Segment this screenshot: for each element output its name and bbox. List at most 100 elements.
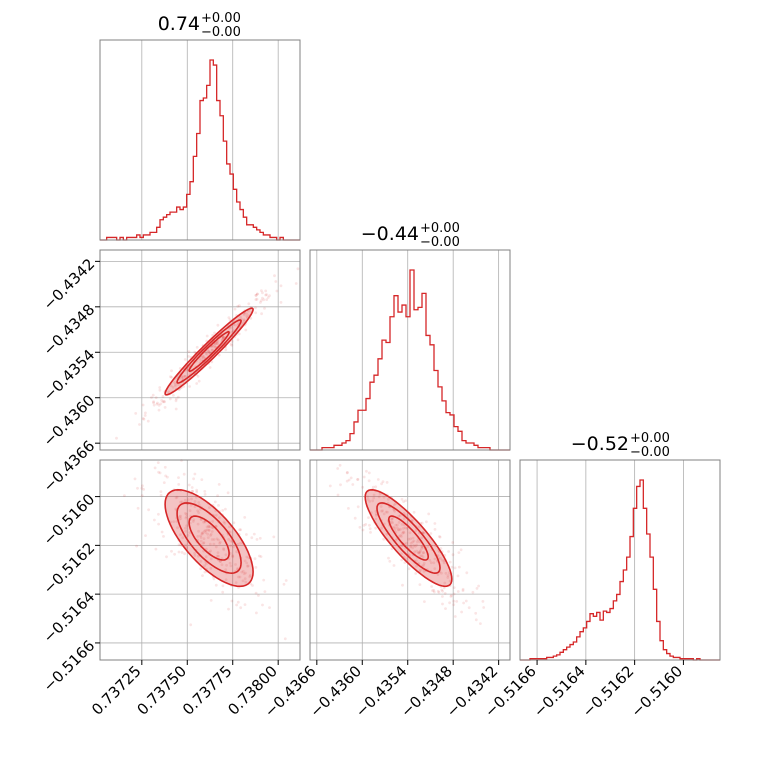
contour-line [188, 330, 230, 373]
sample-point [429, 532, 433, 535]
sample-point [248, 575, 252, 579]
sample-point [245, 314, 249, 318]
sample-point [238, 304, 241, 308]
sample-point [444, 607, 447, 610]
x-axis-param-3: −0.5166−0.5164−0.5162−0.5160 [481, 660, 686, 721]
sample-point [217, 554, 220, 558]
sample-point [174, 397, 178, 401]
sample-point [174, 507, 178, 511]
sample-point [441, 558, 444, 562]
sample-point [182, 375, 185, 378]
sample-point [378, 492, 382, 496]
sample-point [224, 507, 227, 511]
sample-point [200, 478, 204, 481]
title-lower-error: −0.00 [630, 445, 670, 460]
panel-frame [309, 249, 511, 451]
sample-point [420, 545, 424, 549]
sample-point [452, 603, 456, 607]
sample-point [442, 561, 446, 565]
sample-point [216, 551, 220, 554]
sample-point [436, 573, 440, 576]
contour-line [164, 488, 254, 588]
sample-point [216, 342, 220, 346]
sample-point [446, 576, 450, 579]
sample-point [141, 417, 145, 420]
sample-point [380, 526, 383, 530]
sample-point [361, 485, 365, 489]
sample-point [462, 601, 465, 605]
sample-point [433, 567, 437, 570]
sample-point [422, 561, 426, 565]
sample-point [246, 564, 250, 568]
sample-point [157, 522, 161, 526]
sample-point [193, 500, 197, 503]
sample-point [171, 385, 175, 389]
sample-point [164, 474, 168, 478]
sample-point [206, 532, 210, 536]
sample-point [231, 554, 235, 558]
sample-point [199, 534, 202, 538]
sample-point [433, 557, 437, 561]
sample-point [197, 379, 201, 383]
sample-point [207, 351, 211, 355]
sample-point [170, 369, 173, 373]
sample-point [191, 490, 194, 493]
sample-point [205, 352, 209, 356]
sample-point [374, 526, 377, 530]
sample-point [176, 395, 180, 399]
sample-point [246, 564, 249, 568]
sample-point [216, 554, 219, 558]
sample-point [183, 498, 187, 502]
sample-point [203, 570, 207, 574]
sample-point [202, 356, 205, 360]
sample-point [213, 500, 217, 504]
sample-point [205, 525, 209, 529]
sample-point [438, 535, 441, 538]
title-lower-error: −0.00 [201, 25, 241, 40]
sample-point [382, 537, 386, 541]
sample-point [414, 572, 418, 575]
sample-point [214, 583, 218, 587]
hist-panel-3 [519, 459, 721, 661]
sample-point [207, 350, 211, 353]
sample-point [207, 524, 211, 528]
sample-point [136, 506, 140, 510]
sample-point [153, 518, 156, 522]
sample-point [166, 475, 169, 479]
x-axis-param-2: −0.4366−0.4360−0.4354−0.4348−0.4342 [261, 660, 501, 721]
panel-frame [99, 459, 301, 661]
sample-point [400, 535, 403, 538]
sample-point [224, 568, 228, 572]
sample-point [230, 326, 234, 329]
sample-point [448, 601, 451, 605]
sample-point [417, 525, 421, 529]
sample-point [255, 611, 258, 615]
sample-point [234, 581, 238, 584]
sample-point [421, 546, 425, 549]
sample-point [209, 532, 213, 536]
sample-point [328, 484, 332, 488]
sample-point [190, 486, 194, 489]
sample-point [390, 517, 394, 521]
sample-point [273, 274, 276, 278]
sample-point [411, 540, 415, 544]
sample-point [216, 494, 220, 497]
sample-point [142, 417, 146, 421]
sample-point [215, 513, 218, 517]
sample-point [386, 497, 390, 501]
sample-point [356, 478, 360, 481]
sample-point [210, 538, 214, 541]
sample-point [446, 574, 450, 577]
sample-point [163, 406, 167, 409]
sample-point [241, 569, 245, 573]
sample-point [160, 530, 164, 534]
sample-point [390, 547, 394, 551]
contour-fill [165, 489, 254, 587]
sample-point [358, 525, 362, 529]
sample-point [448, 560, 452, 564]
sample-point [197, 501, 201, 504]
sample-point [439, 547, 443, 550]
sample-point [185, 368, 189, 371]
sample-point [227, 316, 231, 319]
